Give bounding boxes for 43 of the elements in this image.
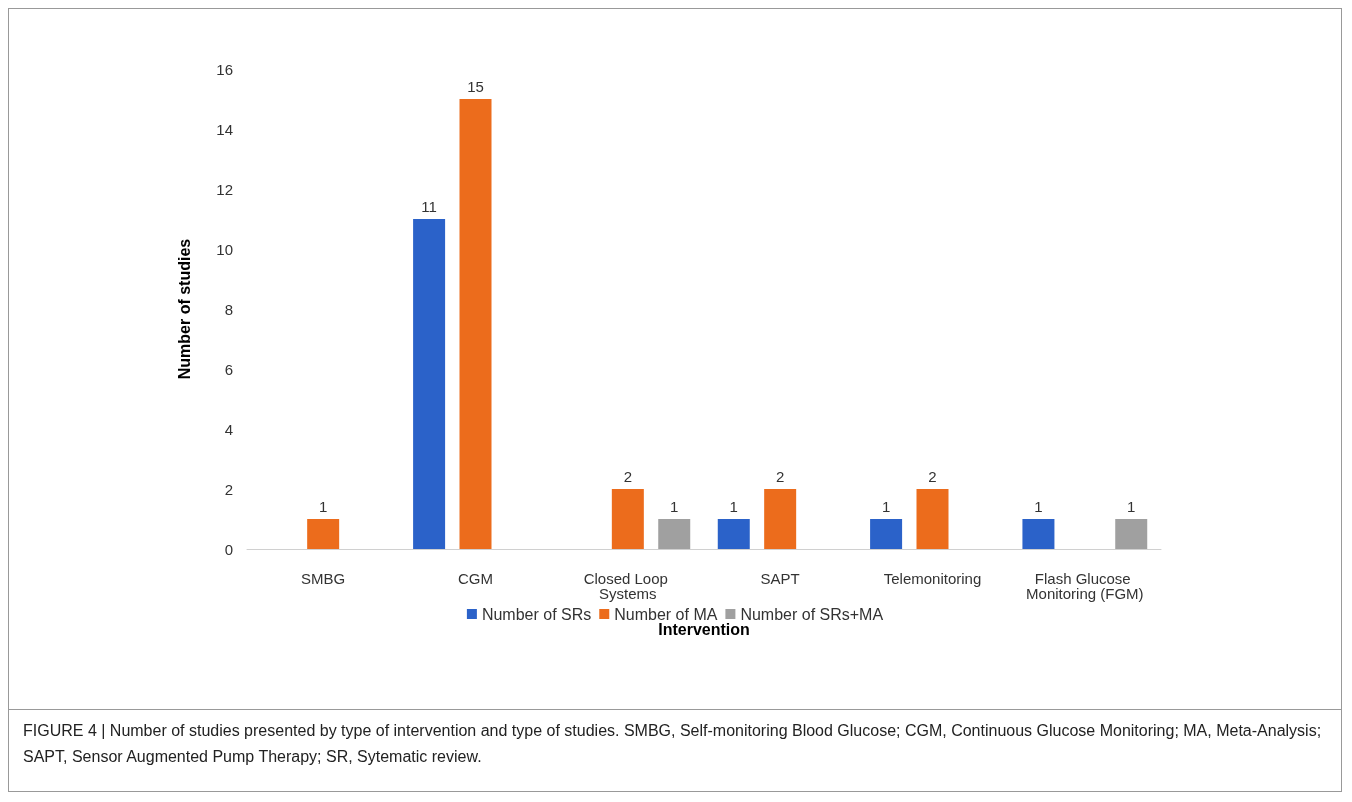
- bar: [1022, 519, 1055, 549]
- y-axis-title: Number of studies: [175, 238, 193, 380]
- legend-label: Number of SRs+MA: [740, 605, 884, 623]
- bar: [916, 489, 949, 549]
- data-label: 2: [928, 468, 937, 485]
- data-label: 1: [1034, 498, 1043, 515]
- x-tick-label: CGM: [458, 570, 493, 587]
- x-tick-label: Flash Glucose Monitoring (FGM): [1026, 570, 1144, 602]
- data-label: 1: [318, 498, 328, 515]
- bar: [1115, 519, 1148, 549]
- y-tick-label: 16: [216, 60, 233, 78]
- bar: [459, 99, 492, 549]
- bar: [307, 519, 340, 549]
- bar: [764, 489, 797, 549]
- y-tick-label: 6: [224, 360, 233, 378]
- bar: [870, 519, 903, 549]
- bar: [413, 219, 446, 549]
- x-tick-label: Closed Loop Systems: [583, 570, 673, 602]
- data-label: 15: [467, 78, 484, 95]
- bar: [611, 489, 644, 549]
- data-label: 11: [421, 198, 437, 215]
- y-tick-label: 10: [216, 240, 233, 258]
- legend-label: Number of MA: [614, 605, 718, 623]
- y-tick-label: 8: [224, 300, 233, 318]
- x-tick-label: SMBG: [301, 570, 346, 587]
- data-label: 2: [623, 468, 633, 485]
- x-tick-label: SAPT: [760, 570, 800, 587]
- x-tick-label: Telemonitoring: [883, 570, 982, 587]
- y-tick-label: 4: [224, 420, 233, 438]
- data-label: 1: [670, 498, 679, 515]
- data-label: 1: [1127, 498, 1136, 515]
- data-label: 1: [881, 498, 891, 515]
- y-tick-label: 12: [216, 180, 233, 198]
- bar: [717, 519, 750, 549]
- caption: FIGURE 4 | Number of studies presented by type of intervention and type of studies. SMBG, Self-monitoring Blood Glucose; CGM, Continuous Glucose Monitoring; MA, Meta-Analysis; SAPT, Sensor Augmented Pump Therapy; SR, Sytematic review.: [23, 721, 1323, 767]
- y-tick-label: 2: [224, 480, 233, 498]
- y-tick-label: 0: [224, 540, 233, 558]
- y-tick-label: 14: [216, 120, 233, 138]
- x-axis-title: Intervention: [658, 620, 750, 638]
- bar: [658, 519, 691, 549]
- legend-label: Number of SRs: [481, 605, 592, 623]
- data-label: 1: [729, 498, 738, 515]
- data-label: 2: [775, 468, 785, 485]
